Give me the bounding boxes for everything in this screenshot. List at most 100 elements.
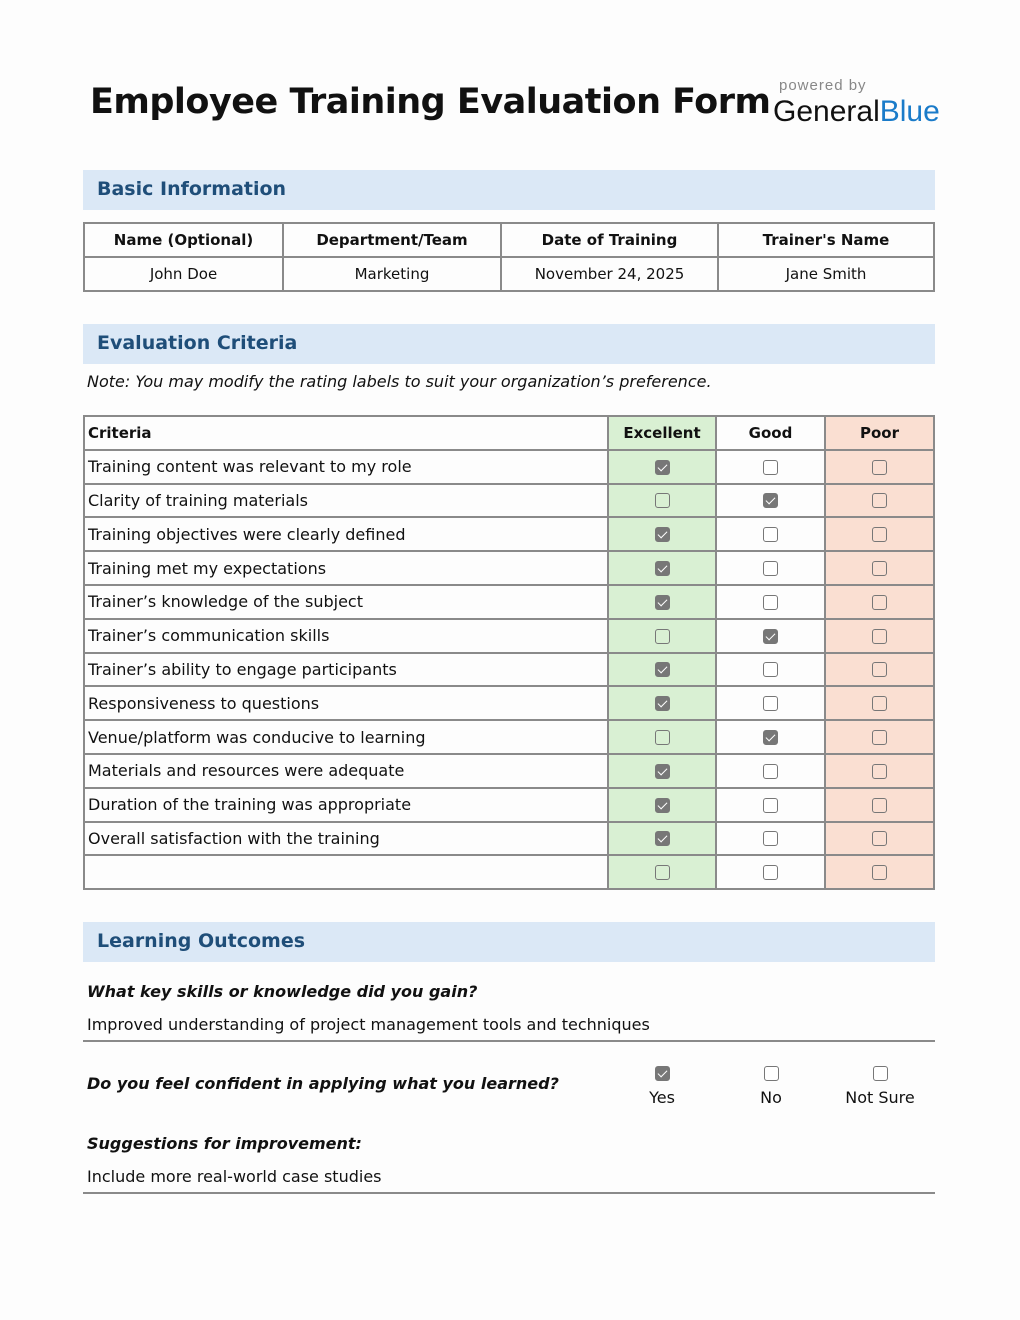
- excellent-checkbox[interactable]: [654, 696, 670, 712]
- answer-skills[interactable]: Improved understanding of project manage…: [87, 1015, 650, 1034]
- table-row: Trainer’s knowledge of the subject: [83, 583, 935, 620]
- date-field[interactable]: November 24, 2025: [500, 256, 719, 292]
- rating-cell-good: [715, 617, 826, 654]
- poor-checkbox[interactable]: [872, 730, 887, 746]
- answer-suggestions[interactable]: Include more real-world case studies: [87, 1167, 382, 1186]
- good-checkbox[interactable]: [763, 662, 778, 678]
- poor-checkbox[interactable]: [872, 628, 887, 644]
- excellent-checkbox[interactable]: [654, 763, 670, 779]
- rating-cell-good: [715, 752, 826, 789]
- excellent-checkbox[interactable]: [654, 493, 670, 509]
- good-checkbox[interactable]: [763, 763, 778, 779]
- rating-cell-excellent: [607, 719, 717, 755]
- rating-cell-excellent: [607, 752, 717, 789]
- rating-cell-excellent: [607, 820, 717, 857]
- table-row: Duration of the training was appropriate: [83, 786, 935, 823]
- option-checkbox[interactable]: [872, 1066, 888, 1081]
- option-label: Yes: [649, 1088, 675, 1107]
- poor-checkbox[interactable]: [872, 527, 887, 543]
- rating-cell-good: [715, 516, 826, 553]
- poor-checkbox[interactable]: [872, 459, 887, 475]
- section-evaluation-criteria: Evaluation Criteria: [83, 324, 935, 364]
- rating-cell-excellent: [607, 550, 717, 586]
- poor-checkbox[interactable]: [872, 561, 887, 577]
- poor-checkbox[interactable]: [872, 696, 887, 712]
- option-checkbox[interactable]: [654, 1066, 670, 1081]
- name-field[interactable]: John Doe: [83, 256, 284, 292]
- trainer-field[interactable]: Jane Smith: [717, 256, 935, 292]
- table-row: Materials and resources were adequate: [83, 752, 935, 789]
- poor-checkbox[interactable]: [872, 797, 887, 813]
- excellent-checkbox[interactable]: [654, 730, 670, 746]
- header-trainer: Trainer's Name: [717, 222, 935, 258]
- header-department: Department/Team: [282, 222, 502, 258]
- good-checkbox[interactable]: [763, 865, 778, 881]
- rating-cell-excellent: [607, 448, 717, 485]
- option-1[interactable]: No: [731, 1063, 811, 1107]
- rating-cell-good: [715, 719, 826, 755]
- criteria-cell: Training objectives were clearly defined: [83, 516, 609, 553]
- header-name: Name (Optional): [83, 222, 284, 258]
- good-checkbox[interactable]: [763, 594, 778, 610]
- poor-checkbox[interactable]: [872, 493, 887, 509]
- excellent-checkbox[interactable]: [654, 662, 670, 678]
- good-checkbox[interactable]: [763, 628, 778, 644]
- excellent-checkbox[interactable]: [654, 865, 670, 881]
- rating-cell-excellent: [607, 516, 717, 553]
- department-field[interactable]: Marketing: [282, 256, 502, 292]
- option-2[interactable]: Not Sure: [840, 1063, 920, 1107]
- rating-cell-good: [715, 448, 826, 485]
- table-row: Training objectives were clearly defined: [83, 516, 935, 553]
- note-text: Note: You may modify the rating labels t…: [87, 372, 712, 391]
- criteria-cell: [83, 854, 609, 891]
- logo-general: General: [773, 95, 880, 128]
- rating-cell-poor: [824, 820, 935, 857]
- good-checkbox[interactable]: [763, 696, 778, 712]
- good-checkbox[interactable]: [763, 831, 778, 847]
- poor-checkbox[interactable]: [872, 763, 887, 779]
- rating-cell-excellent: [607, 651, 717, 688]
- section-learning-outcomes: Learning Outcomes: [83, 922, 935, 962]
- good-checkbox[interactable]: [763, 730, 778, 746]
- logo-blue: Blue: [879, 95, 940, 128]
- table-row: Trainer’s communication skills: [83, 617, 935, 654]
- poor-checkbox[interactable]: [872, 594, 887, 610]
- excellent-checkbox[interactable]: [654, 527, 670, 543]
- table-row: [83, 854, 935, 891]
- poor-checkbox[interactable]: [872, 662, 887, 678]
- good-checkbox[interactable]: [763, 493, 778, 509]
- excellent-checkbox[interactable]: [654, 561, 670, 577]
- good-checkbox[interactable]: [763, 527, 778, 543]
- rating-cell-good: [715, 854, 826, 891]
- table-row: Trainer’s ability to engage participants: [83, 651, 935, 688]
- excellent-checkbox[interactable]: [654, 594, 670, 610]
- rating-cell-poor: [824, 583, 935, 620]
- option-0[interactable]: Yes: [622, 1063, 702, 1107]
- powered-by-text: powered by: [779, 77, 867, 94]
- excellent-checkbox[interactable]: [654, 797, 670, 813]
- header-poor: Poor: [824, 415, 935, 451]
- rating-cell-excellent: [607, 854, 717, 891]
- criteria-cell: Venue/platform was conducive to learning: [83, 719, 609, 755]
- rating-cell-excellent: [607, 685, 717, 722]
- generalblue-logo: GeneralBlue: [773, 95, 940, 129]
- rating-cell-poor: [824, 516, 935, 553]
- poor-checkbox[interactable]: [872, 831, 887, 847]
- header-date: Date of Training: [500, 222, 719, 258]
- option-checkbox[interactable]: [763, 1066, 779, 1081]
- poor-checkbox[interactable]: [872, 865, 887, 881]
- good-checkbox[interactable]: [763, 797, 778, 813]
- criteria-cell: Clarity of training materials: [83, 482, 609, 519]
- rating-cell-good: [715, 820, 826, 857]
- excellent-checkbox[interactable]: [654, 831, 670, 847]
- header-excellent: Excellent: [607, 415, 717, 451]
- table-row: Training content was relevant to my role: [83, 448, 935, 485]
- good-checkbox[interactable]: [763, 459, 778, 475]
- good-checkbox[interactable]: [763, 561, 778, 577]
- excellent-checkbox[interactable]: [654, 459, 670, 475]
- excellent-checkbox[interactable]: [654, 628, 670, 644]
- rating-cell-excellent: [607, 583, 717, 620]
- criteria-cell: Materials and resources were adequate: [83, 752, 609, 789]
- header-criteria: Criteria: [83, 415, 609, 451]
- criteria-cell: Training met my expectations: [83, 550, 609, 586]
